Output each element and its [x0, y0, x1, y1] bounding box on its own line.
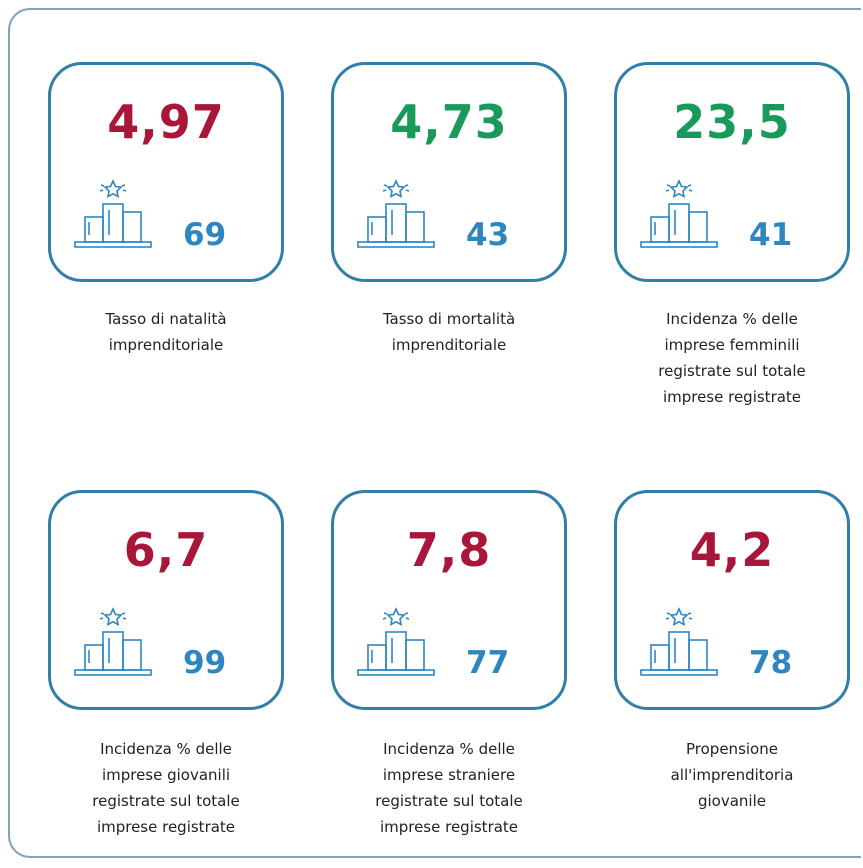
label-line: imprenditoriale	[391, 336, 507, 354]
label-line: registrate sul totale	[658, 362, 806, 380]
label-line: imprese femminili	[664, 336, 800, 354]
podium-icon	[74, 607, 152, 676]
label-line: all'imprenditoria	[670, 766, 794, 784]
rank-number: 77	[466, 645, 510, 681]
label-line: imprenditoriale	[108, 336, 224, 354]
podium-icon	[640, 179, 718, 248]
podium-icon	[357, 179, 435, 248]
kpi-value: 23,5	[673, 95, 791, 149]
kpi-label: Incidenza % delle imprese giovanili regist…	[46, 736, 286, 840]
icon-wrap	[73, 605, 153, 689]
kpi-card: 4,2 78	[614, 490, 850, 710]
label-line: registrate sul totale	[92, 792, 240, 810]
podium-icon	[357, 607, 435, 676]
kpi-card: 7,8 77	[331, 490, 567, 710]
rank-number: 43	[466, 217, 510, 253]
label-line: Tasso di natalità	[105, 310, 227, 328]
label-line: giovanile	[697, 792, 766, 810]
label-line: imprese giovanili	[101, 766, 231, 784]
podium-icon	[640, 607, 718, 676]
kpi-label: Incidenza % delle imprese femminili regist…	[612, 306, 852, 410]
icon-wrap	[356, 177, 436, 261]
kpi-label: Propensione all'imprenditoria giovanile	[612, 736, 852, 814]
kpi-value: 7,8	[406, 523, 492, 577]
kpi-card: 4,97 69	[48, 62, 284, 282]
kpi-value: 4,2	[689, 523, 775, 577]
rank-number: 41	[749, 217, 793, 253]
rank-number: 78	[749, 645, 793, 681]
label-line: imprese registrate	[379, 818, 519, 836]
icon-wrap	[639, 177, 719, 261]
kpi-value: 4,97	[107, 95, 225, 149]
panel-frame	[8, 8, 861, 858]
kpi-card: 4,73 43	[331, 62, 567, 282]
podium-icon	[74, 179, 152, 248]
icon-wrap	[639, 605, 719, 689]
label-line: Incidenza % delle	[383, 740, 515, 758]
label-line: Incidenza % delle	[666, 310, 798, 328]
label-line: registrate sul totale	[375, 792, 523, 810]
kpi-card: 23,5 41	[614, 62, 850, 282]
label-line: imprese straniere	[382, 766, 516, 784]
kpi-label: Tasso di mortalità imprenditoriale	[329, 306, 569, 358]
kpi-value: 4,73	[390, 95, 508, 149]
icon-wrap	[73, 177, 153, 261]
label-line: imprese registrate	[96, 818, 236, 836]
rank-number: 69	[183, 217, 227, 253]
label-line: imprese registrate	[662, 388, 802, 406]
icon-wrap	[356, 605, 436, 689]
kpi-value: 6,7	[123, 523, 209, 577]
label-line: Tasso di mortalità	[382, 310, 516, 328]
label-line: Incidenza % delle	[100, 740, 232, 758]
label-line: Propensione	[686, 740, 778, 758]
rank-number: 99	[183, 645, 227, 681]
kpi-card: 6,7 99	[48, 490, 284, 710]
kpi-label: Tasso di natalità imprenditoriale	[46, 306, 286, 358]
kpi-label: Incidenza % delle imprese straniere regist…	[329, 736, 569, 840]
